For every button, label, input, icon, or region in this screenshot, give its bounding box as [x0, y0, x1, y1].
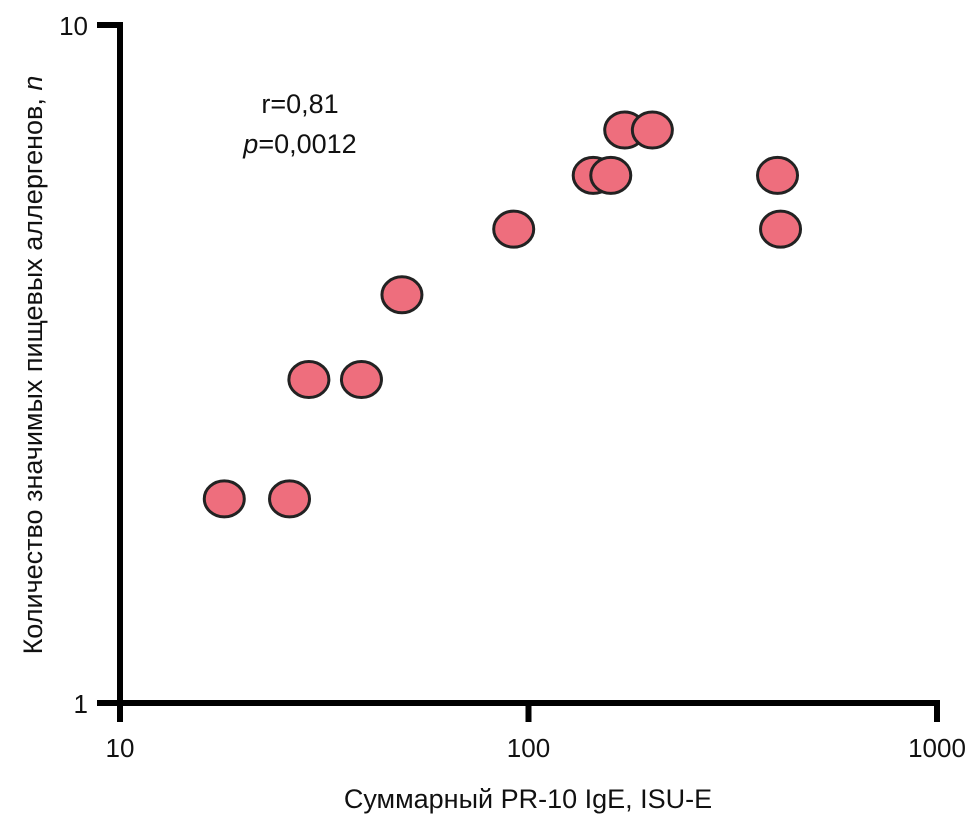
x-tick-label: 1000 — [908, 733, 966, 763]
data-point — [759, 209, 803, 249]
correlation-r: r=0,81 — [261, 89, 338, 119]
y-axis-label-n: n — [18, 76, 48, 91]
data-point — [287, 360, 331, 400]
p-value-text: =0,0012 — [258, 129, 356, 159]
data-point — [589, 155, 633, 195]
p-label: p — [242, 129, 258, 159]
x-tick-label: 100 — [507, 733, 550, 763]
data-point — [202, 479, 246, 519]
y-axis-label: Количество значимых пищевых аллергенов, … — [18, 76, 48, 655]
y-axis-label-text: Количество значимых пищевых аллергенов, — [18, 91, 48, 655]
axes — [97, 23, 937, 706]
y-tick-label: 10 — [59, 11, 88, 41]
data-point — [339, 360, 383, 400]
p-value: p=0,0012 — [242, 129, 356, 159]
data-point — [380, 275, 424, 315]
x-tick-label: 10 — [106, 733, 135, 763]
y-tick-label: 1 — [74, 689, 88, 719]
data-point — [268, 479, 312, 519]
data-point — [630, 110, 674, 150]
data-point — [756, 155, 800, 195]
x-axis-label: Суммарный PR-10 IgE, ISU-E — [344, 784, 712, 814]
data-point — [492, 209, 536, 249]
